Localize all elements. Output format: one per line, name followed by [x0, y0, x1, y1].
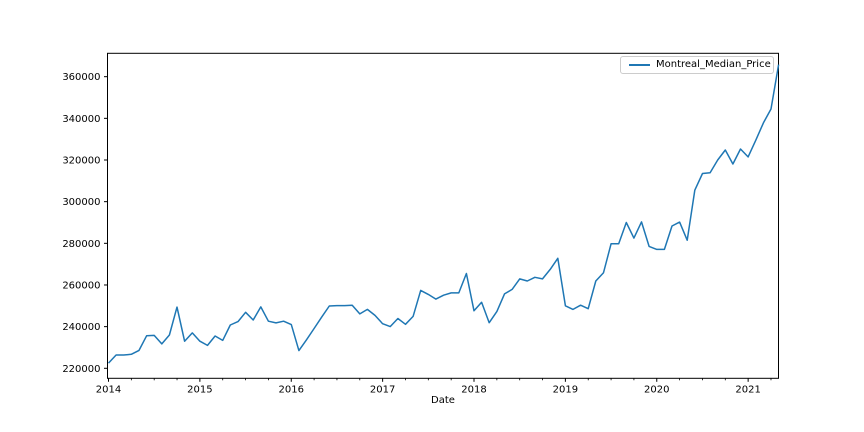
price-line-series	[107, 64, 780, 364]
x-tick-label: 2016	[279, 384, 304, 395]
x-tick-label: 2020	[644, 384, 669, 395]
y-tick-label: 320000	[62, 156, 100, 167]
x-tick-label: 2015	[187, 384, 212, 395]
y-tick-label: 340000	[62, 114, 100, 125]
plot-border	[107, 52, 779, 379]
y-tick-label: 220000	[62, 364, 100, 375]
y-tick-label: 360000	[62, 72, 100, 83]
x-tick-label: 2018	[461, 384, 486, 395]
legend: Montreal_Median_Price	[620, 56, 774, 74]
x-tick-label: 2019	[553, 384, 578, 395]
legend-line-sample	[629, 64, 650, 66]
x-tick-label: 2017	[370, 384, 395, 395]
y-tick-label: 280000	[62, 239, 100, 250]
x-axis-title: Date	[431, 395, 455, 406]
x-tick-label: 2021	[735, 384, 760, 395]
x-tick-label: 2014	[96, 384, 121, 395]
y-tick-label: 260000	[62, 280, 100, 291]
legend-label: Montreal_Median_Price	[656, 59, 771, 70]
y-tick-label: 300000	[62, 197, 100, 208]
y-tick-label: 240000	[62, 322, 100, 333]
